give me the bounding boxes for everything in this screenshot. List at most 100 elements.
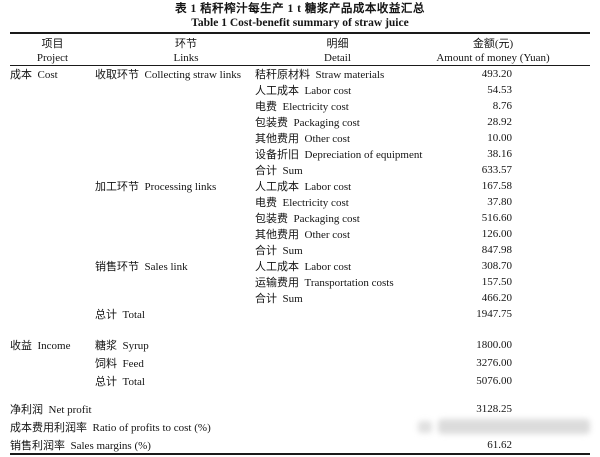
cell-amount: 157.50	[481, 276, 512, 288]
table-row: 净利润 Net profit 3128.25	[10, 400, 590, 418]
cell-links: 糖浆 Syrup	[95, 340, 149, 352]
cell-project	[10, 162, 95, 178]
cell-amount: 633.57	[481, 164, 512, 176]
cell-detail	[255, 372, 420, 390]
header-row-zh: 项目 环节 明细 金额(元)	[10, 33, 590, 51]
cell-amount: 3276.00	[476, 357, 512, 369]
cell-project: 收益 Income	[10, 340, 71, 352]
cell-links	[95, 162, 255, 178]
table-row: 设备折旧 Depreciation of equipment 38.16	[10, 146, 590, 162]
cell-project	[10, 226, 95, 242]
header-row-en: Project Links Detail Amount of money (Yu…	[10, 51, 590, 66]
cell-detail: 其他费用 Other cost	[255, 133, 351, 145]
table-row: 饲料 Feed 3276.00	[10, 354, 590, 372]
watermark-blur-dot	[418, 421, 432, 433]
table-row: 成本费用利润率 Ratio of profits to cost (%)	[10, 418, 590, 436]
cell-amount: 847.98	[481, 244, 512, 256]
cell-detail: 合计 Sum	[255, 245, 303, 257]
cell-detail: 秸秆原材料 Straw materials	[255, 69, 385, 81]
table-row: 其他费用 Other cost 10.00	[10, 130, 590, 146]
watermark-blur	[438, 419, 590, 434]
cost-benefit-table: 项目 环节 明细 金额(元) Project Links Detail Amou…	[10, 32, 590, 455]
table-row: 其他费用 Other cost 126.00	[10, 226, 590, 242]
table-row: 销售利润率 Sales margins (%) 61.62	[10, 436, 590, 454]
cell-amount: 1947.75	[476, 308, 512, 320]
cell-project	[10, 258, 95, 274]
cell-amount: 167.58	[481, 180, 512, 192]
cell-project	[10, 210, 95, 226]
col-header-project-en: Project	[36, 52, 69, 64]
cell-detail: 包装费 Packaging cost	[255, 117, 360, 129]
cell-amount: 1800.00	[476, 339, 512, 351]
cell-links	[95, 290, 255, 306]
cell-amount	[418, 418, 590, 436]
spacer-row	[10, 390, 590, 400]
cell-project	[10, 372, 95, 390]
col-header-links-en: Links	[173, 52, 199, 64]
table-row: 包装费 Packaging cost 516.60	[10, 210, 590, 226]
cell-links	[95, 98, 255, 114]
cell-amount: 28.92	[487, 116, 512, 128]
cell-project	[10, 354, 95, 372]
col-header-links-zh: 环节	[175, 38, 197, 50]
table-row: 运输费用 Transportation costs 157.50	[10, 274, 590, 290]
cell-detail: 人工成本 Labor cost	[255, 85, 352, 97]
cell-links	[95, 226, 255, 242]
cell-detail: 运输费用 Transportation costs	[255, 277, 394, 289]
cell-links	[95, 146, 255, 162]
spacer-cell	[10, 390, 590, 400]
table-row: 合计 Sum 466.20	[10, 290, 590, 306]
table-row: 总计 Total 5076.00	[10, 372, 590, 390]
table-row: 成本 Cost 收取环节 Collecting straw links 秸秆原材料 …	[10, 66, 590, 83]
cell-links	[95, 194, 255, 210]
table-row: 人工成本 Labor cost 54.53	[10, 82, 590, 98]
table-row: 合计 Sum 847.98	[10, 242, 590, 258]
cell-detail	[255, 354, 420, 372]
cell-amount: 8.76	[492, 100, 512, 112]
cell-amount: 37.80	[487, 196, 512, 208]
cell-project	[10, 178, 95, 194]
table-row: 合计 Sum 633.57	[10, 162, 590, 178]
cell-detail	[255, 306, 420, 322]
cell-links	[95, 210, 255, 226]
table-title-zh: 表 1 秸秆榨汁每生产 1 t 糖浆产品成本收益汇总	[175, 3, 425, 15]
col-header-amount-en: Amount of money (Yuan)	[436, 52, 550, 64]
cell-amount: 38.16	[487, 148, 512, 160]
cell-links	[95, 242, 255, 258]
cell-detail: 设备折旧 Depreciation of equipment	[255, 149, 423, 161]
cell-links: 收取环节 Collecting straw links	[95, 69, 242, 81]
cell-project	[10, 82, 95, 98]
cell-amount: 3128.25	[476, 403, 512, 415]
spacer-row	[10, 322, 590, 336]
cell-project	[10, 114, 95, 130]
cell-amount: 466.20	[481, 292, 512, 304]
cell-project	[10, 146, 95, 162]
table-row: 电费 Electricity cost 8.76	[10, 98, 590, 114]
cell-links: 总计 Total	[95, 309, 145, 321]
cell-project	[10, 98, 95, 114]
cell-links	[95, 114, 255, 130]
table-row: 总计 Total 1947.75	[10, 306, 590, 322]
cell-project	[10, 290, 95, 306]
cell-amount: 61.62	[487, 438, 512, 451]
cell-detail: 人工成本 Labor cost	[255, 181, 352, 193]
table-row: 销售环节 Sales link 人工成本 Labor cost 308.70	[10, 258, 590, 274]
cell-detail: 人工成本 Labor cost	[255, 261, 352, 273]
cell-amount: 516.60	[481, 212, 512, 224]
table-row: 收益 Income 糖浆 Syrup 1800.00	[10, 336, 590, 354]
table-row: 加工环节 Processing links 人工成本 Labor cost 167.…	[10, 178, 590, 194]
cell-links	[95, 274, 255, 290]
cell-links: 饲料 Feed	[95, 358, 144, 370]
cell-amount: 308.70	[481, 260, 512, 272]
cell-detail: 合计 Sum	[255, 165, 303, 177]
cell-project: 成本 Cost	[10, 69, 58, 81]
cell-detail: 包装费 Packaging cost	[255, 213, 360, 225]
cell-links: 加工环节 Processing links	[95, 181, 217, 193]
cell-detail: 电费 Electricity cost	[255, 197, 349, 209]
spacer-cell	[10, 322, 590, 336]
cell-detail: 合计 Sum	[255, 293, 303, 305]
col-header-amount-zh: 金额(元)	[472, 38, 514, 50]
col-header-detail-zh: 明细	[326, 38, 349, 50]
table-caption: 表 1 秸秆榨汁每生产 1 t 糖浆产品成本收益汇总 Table 1 Cost-…	[0, 0, 600, 30]
